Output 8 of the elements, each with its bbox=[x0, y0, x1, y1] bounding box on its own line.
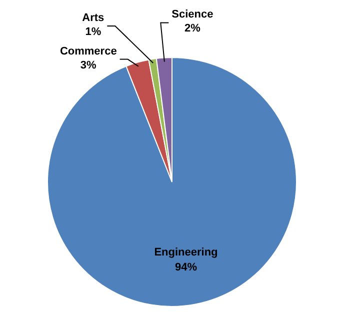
data-label: 3% bbox=[80, 59, 97, 72]
slice-label: Engineering bbox=[154, 246, 218, 258]
data-label: 2% bbox=[184, 22, 201, 35]
data-label: 94% bbox=[174, 261, 198, 274]
slice-label: Arts bbox=[82, 12, 104, 24]
slice-label: Commerce bbox=[60, 45, 117, 58]
data-label: 1% bbox=[85, 26, 102, 38]
slice-label: Science bbox=[172, 8, 214, 21]
